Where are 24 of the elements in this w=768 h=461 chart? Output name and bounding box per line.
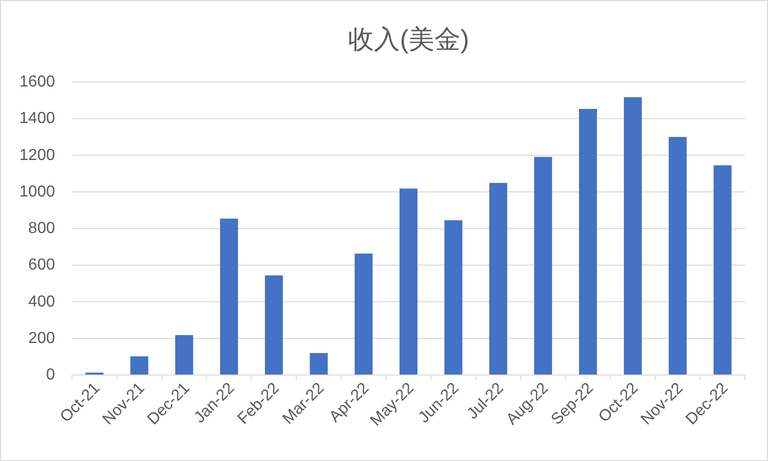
bar: [264, 275, 283, 375]
y-tick-label: 0: [46, 366, 56, 384]
bar: [668, 136, 687, 375]
bar: [310, 353, 328, 375]
bar: [578, 108, 597, 375]
y-tick-label: 200: [28, 330, 56, 347]
y-tick-label: 1000: [19, 183, 56, 200]
bar: [400, 188, 418, 375]
y-tick-label: 1400: [19, 110, 56, 128]
chart-title: 收入(美金): [348, 24, 470, 54]
bar: [175, 335, 194, 375]
bar: [624, 97, 642, 375]
y-tick-label: 600: [28, 256, 56, 274]
y-tick-label: 400: [28, 293, 56, 310]
bar: [130, 356, 148, 375]
bar: [220, 218, 238, 375]
bar: [489, 182, 508, 375]
y-tick-label: 1200: [19, 146, 56, 164]
bar: [354, 254, 373, 375]
bar: [714, 165, 732, 375]
y-tick-label: 800: [28, 220, 56, 237]
bar: [444, 220, 462, 375]
bar: [534, 156, 552, 375]
y-tick-label: 1600: [19, 74, 56, 90]
